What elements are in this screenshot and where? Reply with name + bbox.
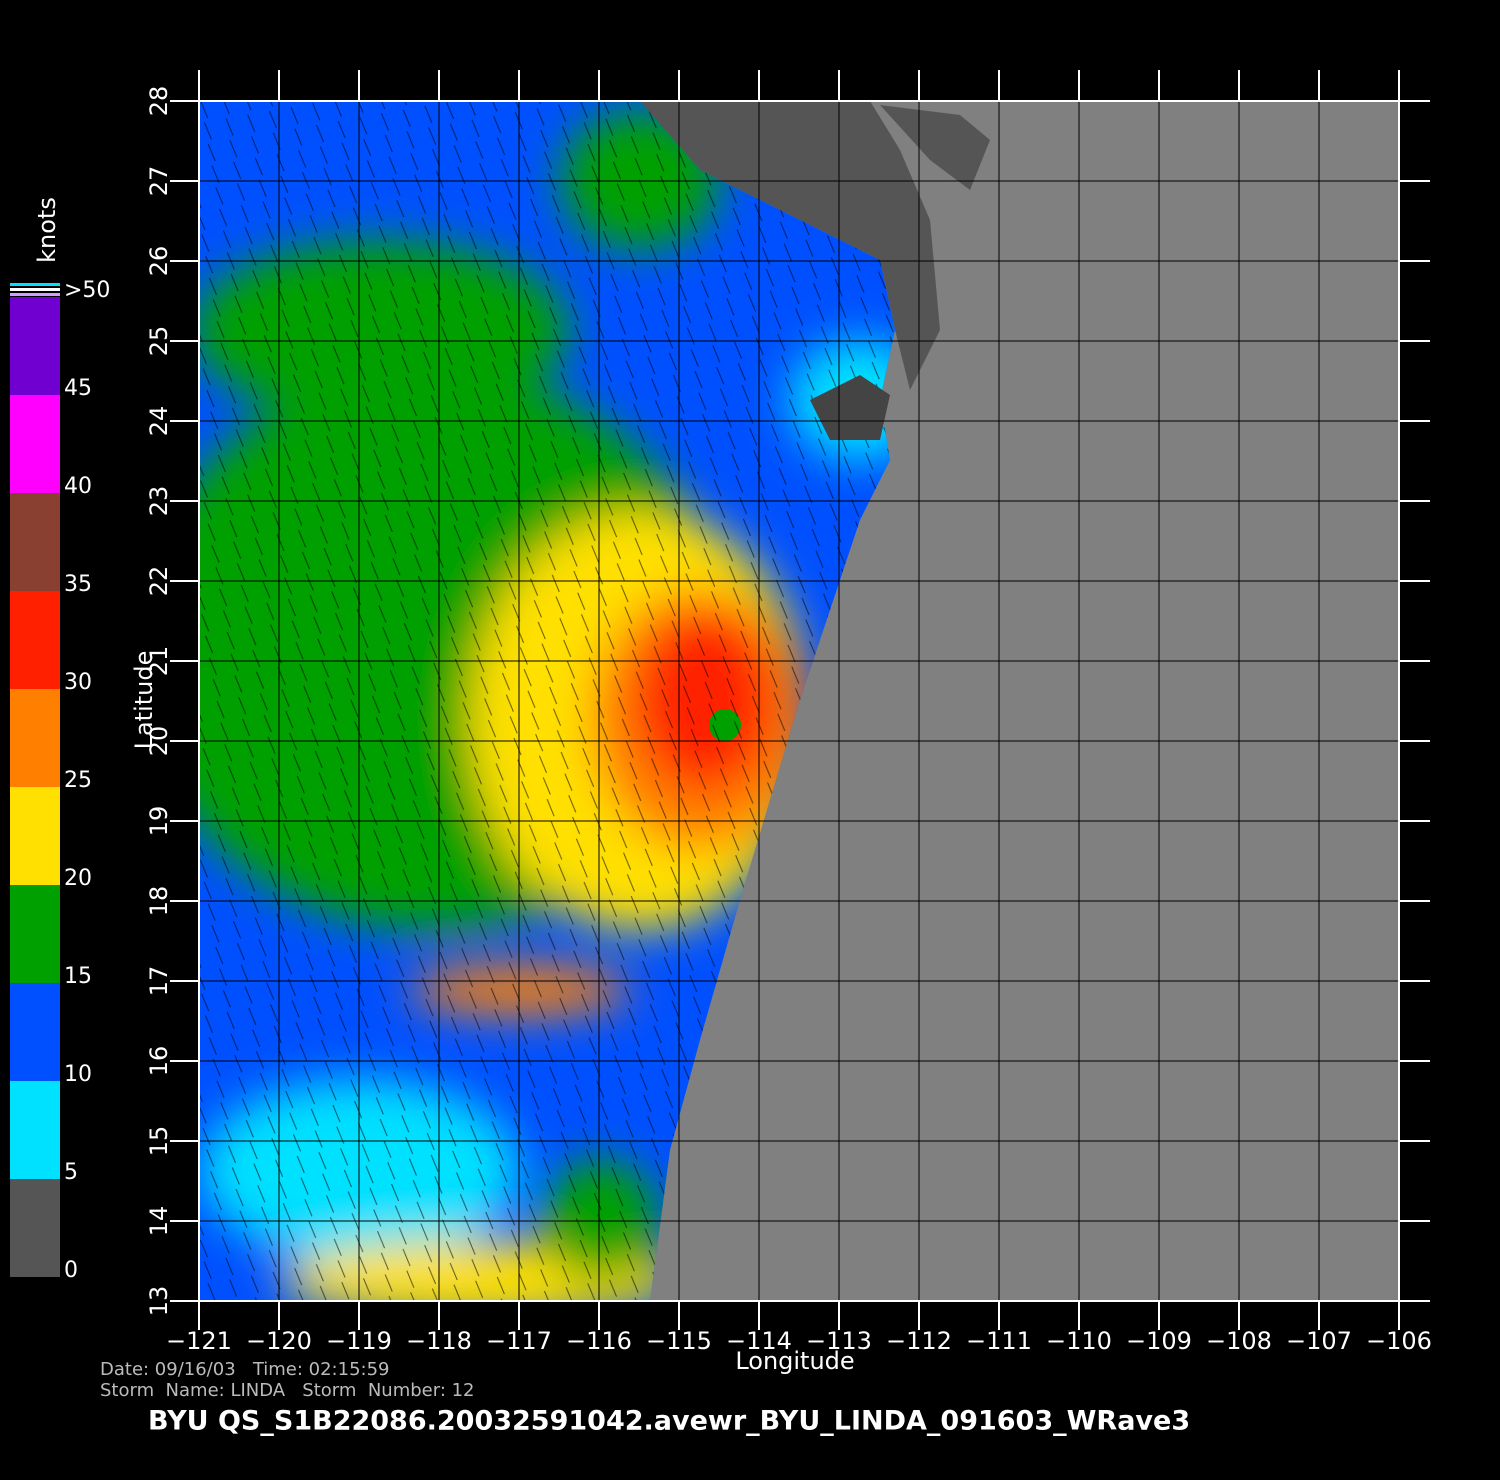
colorbar-segment [10, 1179, 60, 1277]
x-tick-label: −112 [886, 1327, 952, 1355]
y-tick-label: 14 [145, 1206, 173, 1237]
colorbar-tick-label: 30 [64, 670, 92, 695]
colorbar-tick-label: 5 [64, 1160, 78, 1185]
colorbar-segment [10, 493, 60, 591]
x-tick-label: −115 [646, 1327, 712, 1355]
x-tick-label: −111 [966, 1327, 1032, 1355]
colorbar-segment [10, 297, 60, 395]
colorbar-tick-label: 45 [64, 376, 92, 401]
y-tick-label: 13 [145, 1286, 173, 1317]
x-tick-label: −107 [1286, 1327, 1352, 1355]
x-tick-label: −118 [406, 1327, 472, 1355]
colorbar-top-stripes [10, 283, 60, 296]
y-tick-label: 19 [145, 806, 173, 837]
y-tick-label: 21 [145, 646, 173, 677]
y-tick-label: 28 [145, 86, 173, 117]
colorbar-title: knots [33, 197, 61, 263]
axes: −121 −120 −119 −118 −117 −116 −115 −114 −113 −112… [145, 70, 1432, 1355]
colorbar-segment [10, 787, 60, 885]
colorbar-tick-label: 35 [64, 572, 92, 597]
y-tick-label: 25 [145, 326, 173, 357]
x-tick-label: −117 [486, 1327, 552, 1355]
y-tick-label: 24 [145, 406, 173, 437]
colorbar-tick-label: 0 [64, 1258, 78, 1283]
x-tick-label: −119 [326, 1327, 392, 1355]
colorbar-tick-label: 10 [64, 1062, 92, 1087]
coast [640, 101, 940, 390]
y-tick-label: 23 [145, 486, 173, 517]
x-tick-label: −108 [1206, 1327, 1272, 1355]
plot-frame [198, 100, 1400, 1302]
footer: BYU QS_S1B22086.20032591042.avewr_BYU_LI… [148, 1406, 1190, 1437]
colorbar-segment [10, 1081, 60, 1179]
colorbar-segment [10, 983, 60, 1081]
x-tick-label: −116 [566, 1327, 632, 1355]
wind-map [199, 101, 1399, 1301]
colorbar-segment [10, 591, 60, 689]
y-tick-label: 15 [145, 1126, 173, 1157]
colorbar-tick-label: 20 [64, 866, 92, 891]
colorbar-segment [10, 885, 60, 983]
y-axis-label: Latitude [130, 651, 158, 750]
x-axis-label: Longitude [735, 1347, 854, 1375]
colorbar-segment [10, 689, 60, 787]
colorbar-segment [10, 395, 60, 493]
x-tick-label: −109 [1126, 1327, 1192, 1355]
x-tick-label: −121 [166, 1327, 232, 1355]
colorbar-tick-label: 15 [64, 964, 92, 989]
island [880, 105, 990, 190]
y-tick-label: 27 [145, 166, 173, 197]
info-line: Storm Name: LINDA Storm Number: 12 [100, 1380, 475, 1401]
y-tick-label: 22 [145, 566, 173, 597]
x-tick-label: −106 [1366, 1327, 1432, 1355]
colorbar-tick-label: 40 [64, 474, 92, 499]
colorbar-tick-label: >50 [64, 278, 110, 303]
x-tick-label: −120 [246, 1327, 312, 1355]
y-tick-label: 26 [145, 246, 173, 277]
y-tick-label: 20 [145, 726, 173, 757]
x-tick-label: −110 [1046, 1327, 1112, 1355]
y-tick-label: 17 [145, 966, 173, 997]
colorbar: 0 5 10 15 20 25 30 35 40 45 >50 [10, 278, 110, 1283]
y-tick-label: 18 [145, 886, 173, 917]
x-tick-label: −114 [726, 1327, 792, 1355]
y-tick-label: 16 [145, 1046, 173, 1077]
cloud-gap [810, 375, 890, 440]
x-tick-label: −113 [806, 1327, 872, 1355]
info-line: Date: 09/16/03 Time: 02:15:59 [100, 1359, 390, 1380]
colorbar-tick-label: 25 [64, 768, 92, 793]
